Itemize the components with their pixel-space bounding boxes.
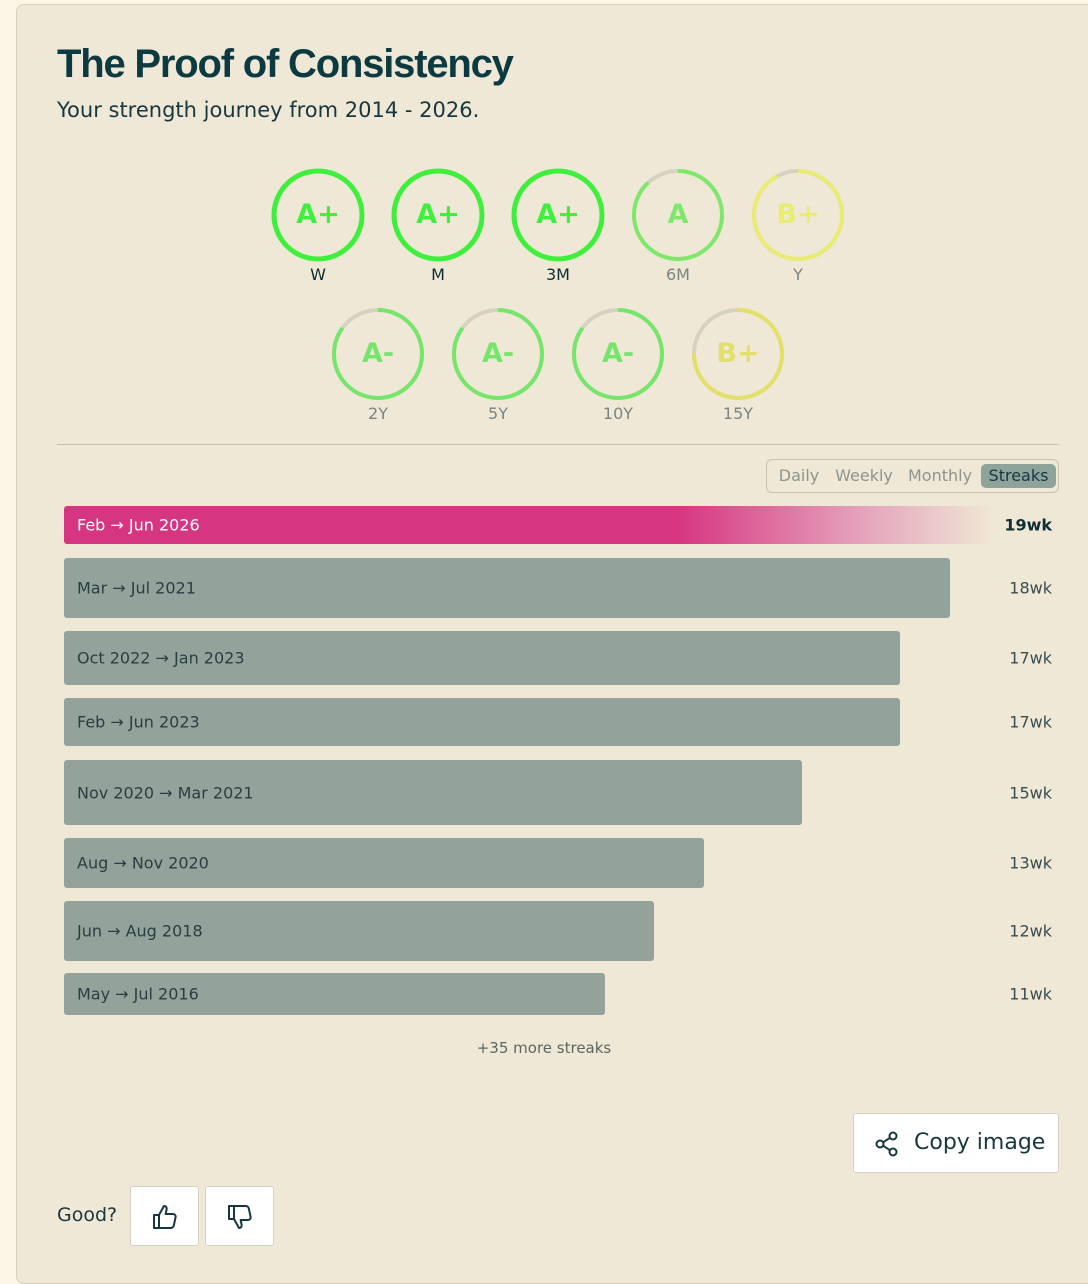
streak-bar: Feb → Jun 2023: [64, 698, 901, 746]
streak-bar: Feb → Jun 2026: [64, 506, 994, 544]
streak-bar: Jun → Aug 2018: [64, 901, 655, 961]
streak-range-label: Oct 2022 → Jan 2023: [77, 648, 245, 668]
grade-ring-arc: [391, 168, 485, 262]
grade-period-label: 6M: [666, 265, 690, 284]
grade-value: A: [667, 199, 689, 230]
grade-period-label: 5Y: [488, 404, 508, 423]
streak-weeks-label: 17wk: [1009, 712, 1052, 732]
grade-ring-10y: A- 10Y: [570, 306, 666, 430]
tab-daily[interactable]: Daily: [778, 466, 820, 485]
grade-ring-5y: A- 5Y: [450, 306, 546, 430]
grade-ring-arc: [271, 168, 365, 262]
thumbs-down-button[interactable]: [205, 1186, 274, 1246]
grade-ring-6m: A 6M: [630, 167, 726, 291]
share-icon: [875, 1131, 898, 1157]
grade-ring-m: A+ M: [390, 167, 486, 291]
grade-ring-w: A+ W: [270, 167, 366, 291]
grade-ring-arc: [632, 169, 724, 261]
copy-image-label: Copy image: [914, 1130, 1046, 1155]
streak-bar: Mar → Jul 2021: [64, 558, 950, 618]
grade-value: B+: [776, 199, 820, 230]
streak-range-label: Feb → Jun 2026: [77, 515, 200, 535]
copy-image-button[interactable]: Copy image: [853, 1113, 1059, 1173]
divider: [57, 444, 1059, 445]
grade-ring-arc: [572, 308, 664, 400]
streak-range-label: Jun → Aug 2018: [77, 921, 203, 941]
grade-ring-arc: [692, 308, 784, 400]
grade-period-label: 2Y: [368, 404, 388, 423]
grade-value: A-: [481, 338, 515, 369]
streak-weeks-label: 18wk: [1009, 578, 1052, 598]
tab-monthly[interactable]: Monthly: [907, 466, 973, 485]
thumbs-up-button[interactable]: [130, 1186, 199, 1246]
grade-value: A-: [601, 338, 635, 369]
streak-bar: Aug → Nov 2020: [64, 838, 704, 888]
streak-weeks-label: 13wk: [1009, 853, 1052, 873]
streak-range-label: Aug → Nov 2020: [77, 853, 209, 873]
streak-range-label: Feb → Jun 2023: [77, 712, 200, 732]
more-streaks-link[interactable]: +35 more streaks: [476, 1039, 612, 1057]
grade-ring-15y: B+ 15Y: [690, 306, 786, 430]
grade-ring-arc: [511, 168, 605, 262]
page-subtitle: Your strength journey from 2014 - 2026.: [57, 98, 480, 122]
grade-ring-arc: [452, 308, 544, 400]
grade-period-label: Y: [793, 265, 803, 284]
grade-value: A+: [296, 199, 340, 230]
grade-period-label: 15Y: [722, 404, 754, 423]
grade-period-label: W: [310, 265, 326, 284]
grade-ring-arc: [752, 169, 844, 261]
streak-bar: Nov 2020 → Mar 2021: [64, 760, 802, 825]
streak-weeks-label: 12wk: [1009, 921, 1052, 941]
grade-value: A+: [416, 199, 460, 230]
streak-range-label: Nov 2020 → Mar 2021: [77, 783, 254, 802]
grade-period-label: 10Y: [602, 404, 634, 423]
page-title: The Proof of Consistency: [57, 42, 514, 86]
grade-ring-2y: A- 2Y: [330, 306, 426, 430]
grade-value: A+: [536, 199, 580, 230]
streak-weeks-label: 19wk: [1004, 515, 1052, 535]
grade-ring-y: B+ Y: [750, 167, 846, 291]
view-segmented-control: Daily Weekly Monthly Streaks: [766, 459, 1059, 493]
grade-period-label: 3M: [546, 265, 570, 284]
feedback-prompt: Good?: [57, 1204, 118, 1226]
streak-weeks-label: 17wk: [1009, 648, 1052, 668]
thumbs-up-icon: [153, 1205, 177, 1229]
grade-ring-3m: A+ 3M: [510, 167, 606, 291]
grade-ring-arc: [332, 308, 424, 400]
tab-streaks[interactable]: Streaks: [981, 464, 1056, 488]
streak-range-label: Mar → Jul 2021: [77, 578, 196, 598]
streak-weeks-label: 11wk: [1009, 984, 1052, 1004]
streak-bar: May → Jul 2016: [64, 973, 606, 1015]
streak-bar: Oct 2022 → Jan 2023: [64, 631, 901, 685]
tab-weekly[interactable]: Weekly: [835, 466, 893, 485]
streak-range-label: May → Jul 2016: [77, 984, 199, 1004]
thumbs-down-icon: [228, 1205, 252, 1229]
streak-weeks-label: 15wk: [1009, 783, 1052, 802]
grade-period-label: M: [431, 265, 445, 284]
grade-value: B+: [716, 338, 760, 369]
grade-value: A-: [361, 338, 395, 369]
